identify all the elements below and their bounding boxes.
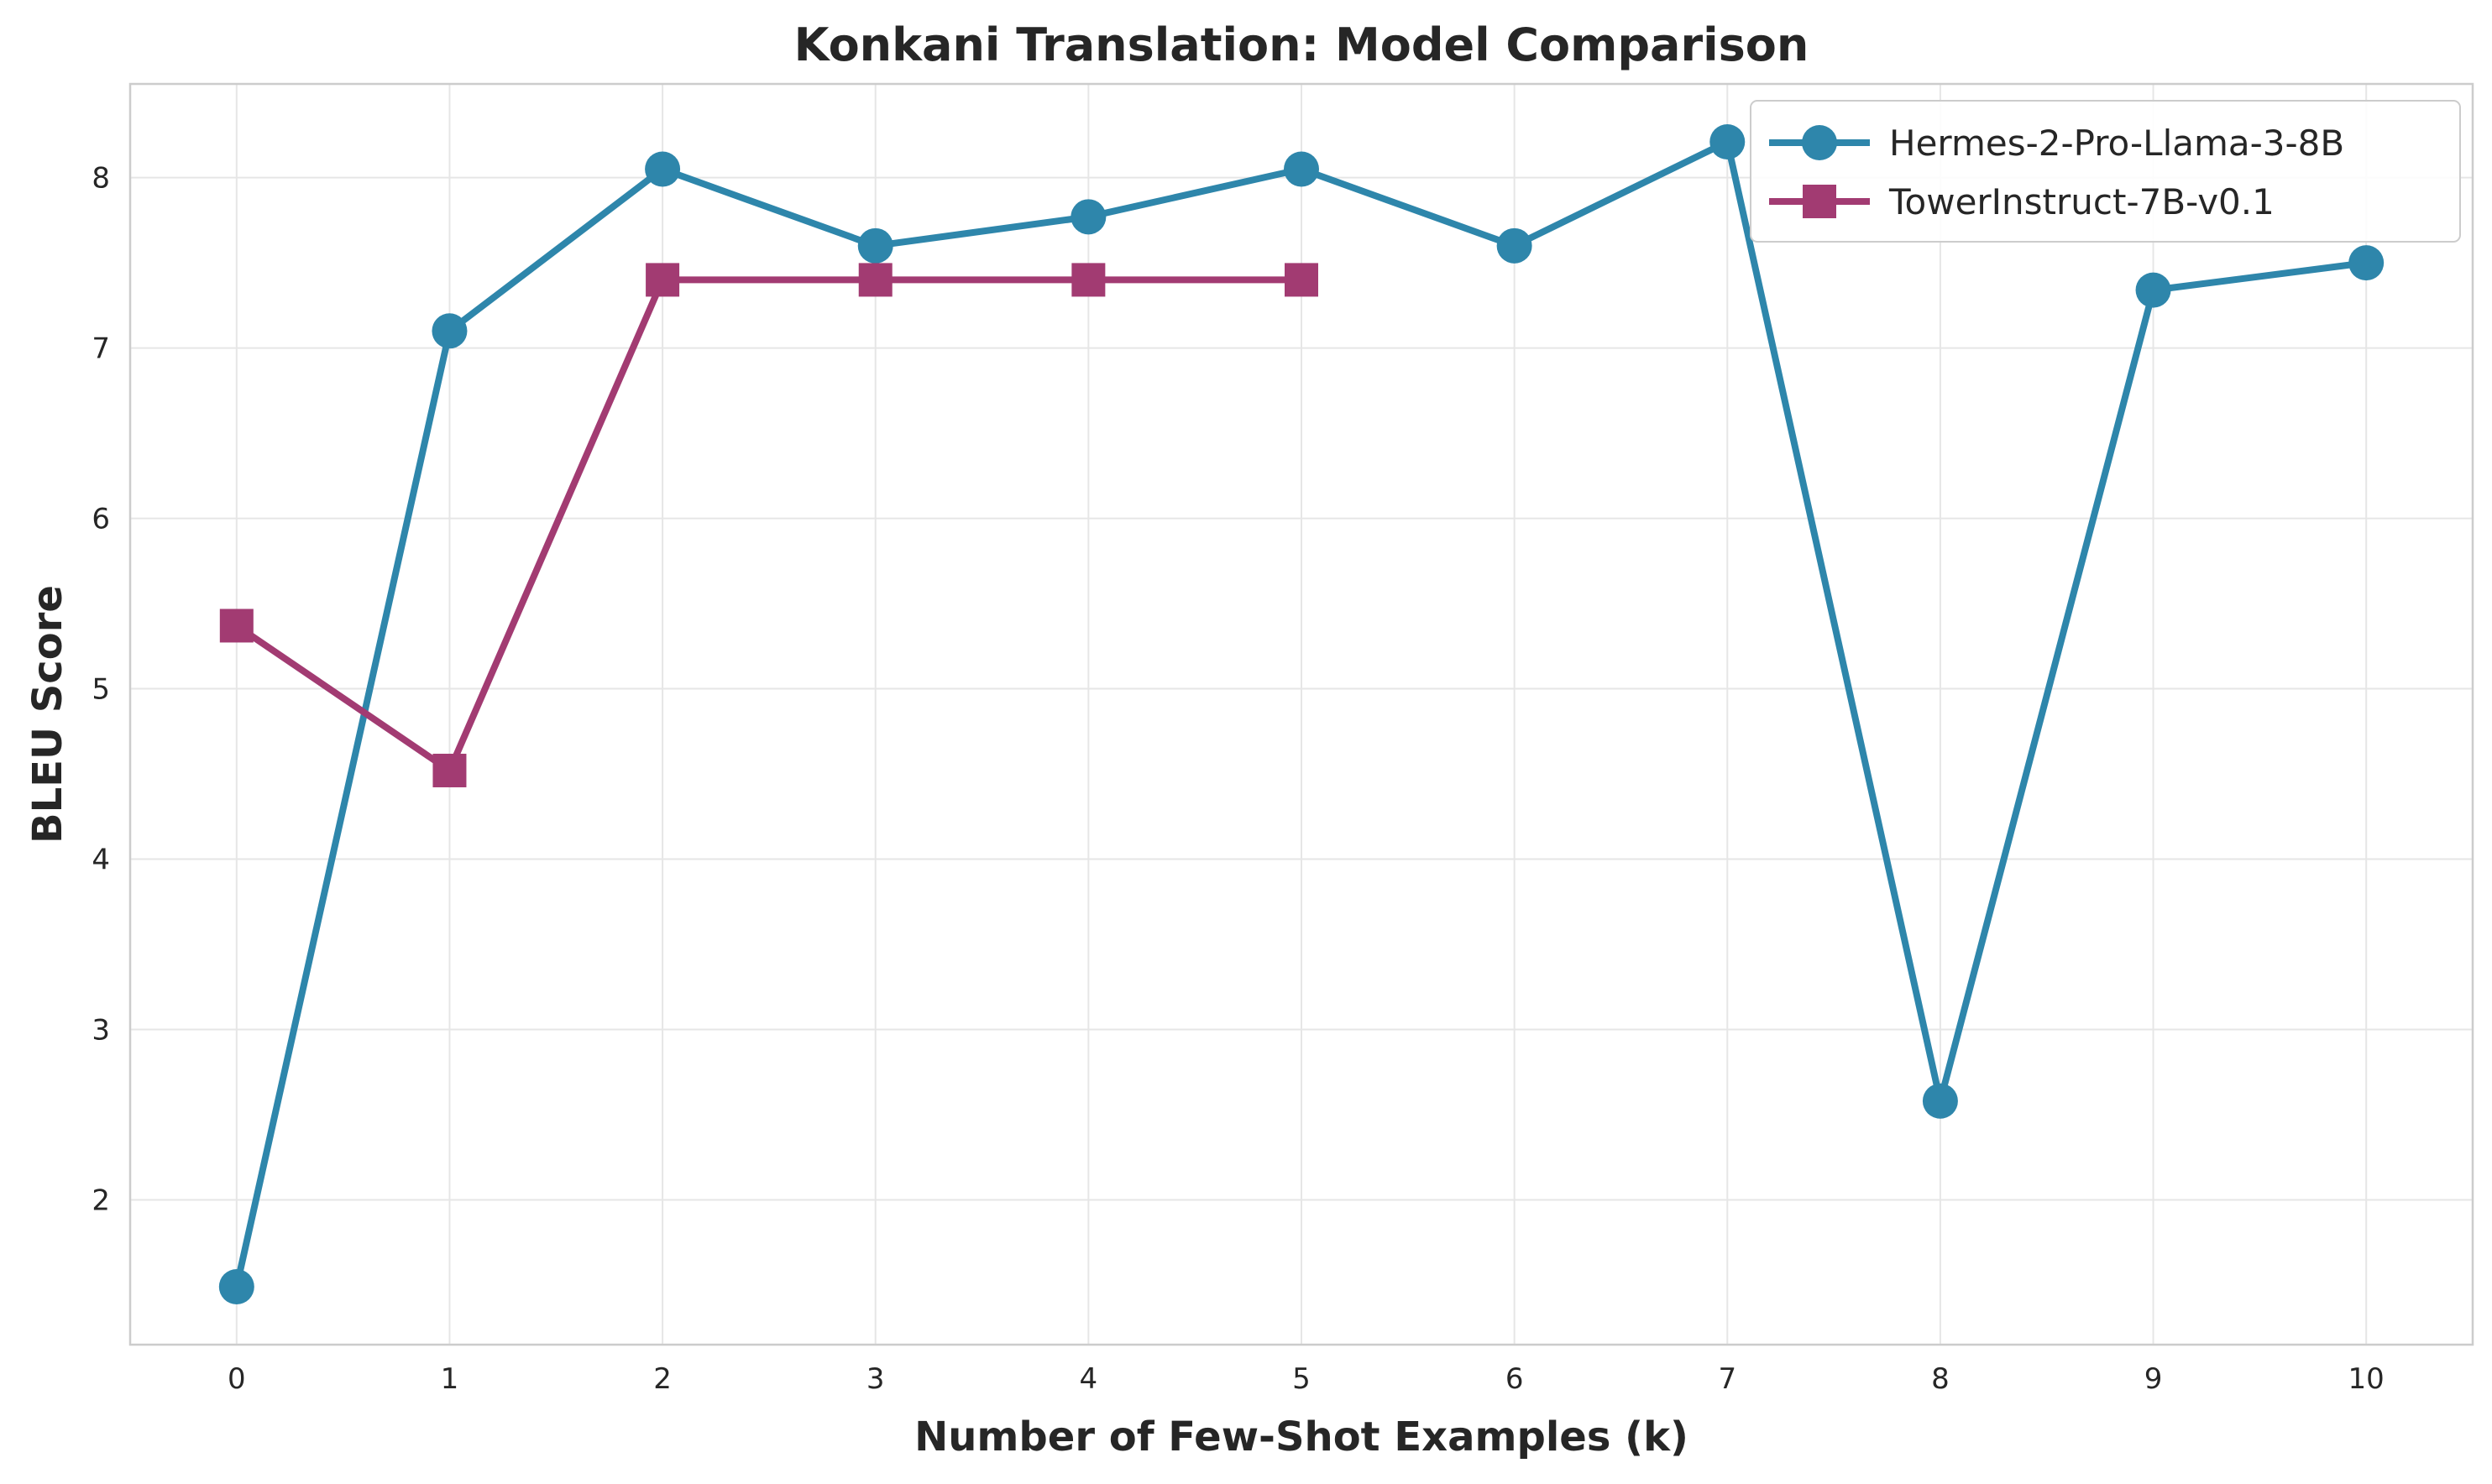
x-tick-label: 3 bbox=[866, 1362, 885, 1396]
x-tick-label: 1 bbox=[441, 1362, 459, 1396]
y-tick-label: 4 bbox=[92, 844, 110, 877]
data-point bbox=[1496, 227, 1532, 264]
series-1 bbox=[218, 124, 2385, 1304]
legend-label: Hermes-2-Pro-Llama-3-8B bbox=[1889, 123, 2344, 164]
x-axis-ticks: 0 1 2 3 4 5 6 7 8 9 10 bbox=[228, 1362, 2385, 1396]
y-tick-label: 3 bbox=[92, 1014, 110, 1048]
data-point bbox=[1284, 151, 1319, 187]
series-2 bbox=[219, 263, 1318, 787]
data-point bbox=[646, 263, 680, 297]
legend-items: Hermes-2-Pro-Llama-3-8B TowerInstruct-7B-… bbox=[1769, 123, 2344, 222]
plot-area-frame bbox=[128, 82, 2474, 1346]
legend-label: TowerInstruct-7B-v0.1 bbox=[1888, 181, 2275, 222]
data-point bbox=[218, 1268, 254, 1304]
x-tick-label: 0 bbox=[228, 1362, 246, 1396]
data-point bbox=[2135, 272, 2171, 308]
data-point bbox=[2348, 245, 2385, 281]
data-point bbox=[1071, 199, 1107, 235]
legend: Hermes-2-Pro-Llama-3-8B TowerInstruct-7B-… bbox=[1750, 100, 2461, 243]
y-tick-label: 2 bbox=[92, 1184, 110, 1217]
x-axis-title: Number of Few-Shot Examples (k) bbox=[914, 1413, 1688, 1460]
x-tick-label: 8 bbox=[1931, 1362, 1950, 1396]
data-point bbox=[219, 609, 254, 643]
y-axis-ticks: 2 3 4 5 6 7 8 bbox=[92, 162, 110, 1218]
data-point bbox=[1071, 263, 1106, 297]
y-tick-label: 7 bbox=[92, 332, 110, 366]
y-axis-title: BLEU Score bbox=[24, 585, 71, 844]
legend-marker bbox=[1803, 185, 1836, 218]
data-point bbox=[432, 313, 468, 349]
data-point bbox=[432, 753, 467, 787]
data-point bbox=[857, 227, 893, 264]
y-tick-label: 6 bbox=[92, 503, 110, 536]
x-tick-label: 6 bbox=[1505, 1362, 1524, 1396]
data-point bbox=[1709, 124, 1746, 160]
legend-entry: Hermes-2-Pro-Llama-3-8B bbox=[1769, 123, 2344, 164]
data-point bbox=[1922, 1083, 1958, 1119]
legend-marker bbox=[1802, 125, 1837, 160]
chart-title: Konkani Translation: Model Comparison bbox=[794, 18, 1809, 71]
x-tick-label: 5 bbox=[1292, 1362, 1311, 1396]
data-point bbox=[1285, 263, 1318, 297]
y-tick-label: 8 bbox=[92, 162, 110, 196]
x-tick-label: 7 bbox=[1718, 1362, 1736, 1396]
x-tick-label: 10 bbox=[2348, 1362, 2385, 1396]
x-tick-label: 9 bbox=[2144, 1362, 2163, 1396]
series-line bbox=[233, 276, 1305, 774]
x-tick-label: 4 bbox=[1080, 1362, 1098, 1396]
legend-box bbox=[1750, 100, 2461, 243]
x-tick-label: 2 bbox=[653, 1362, 672, 1396]
data-point bbox=[645, 151, 681, 187]
data-point bbox=[858, 263, 893, 297]
y-tick-label: 5 bbox=[92, 673, 110, 707]
legend-entry: TowerInstruct-7B-v0.1 bbox=[1769, 181, 2275, 222]
series-group bbox=[218, 124, 2385, 1304]
